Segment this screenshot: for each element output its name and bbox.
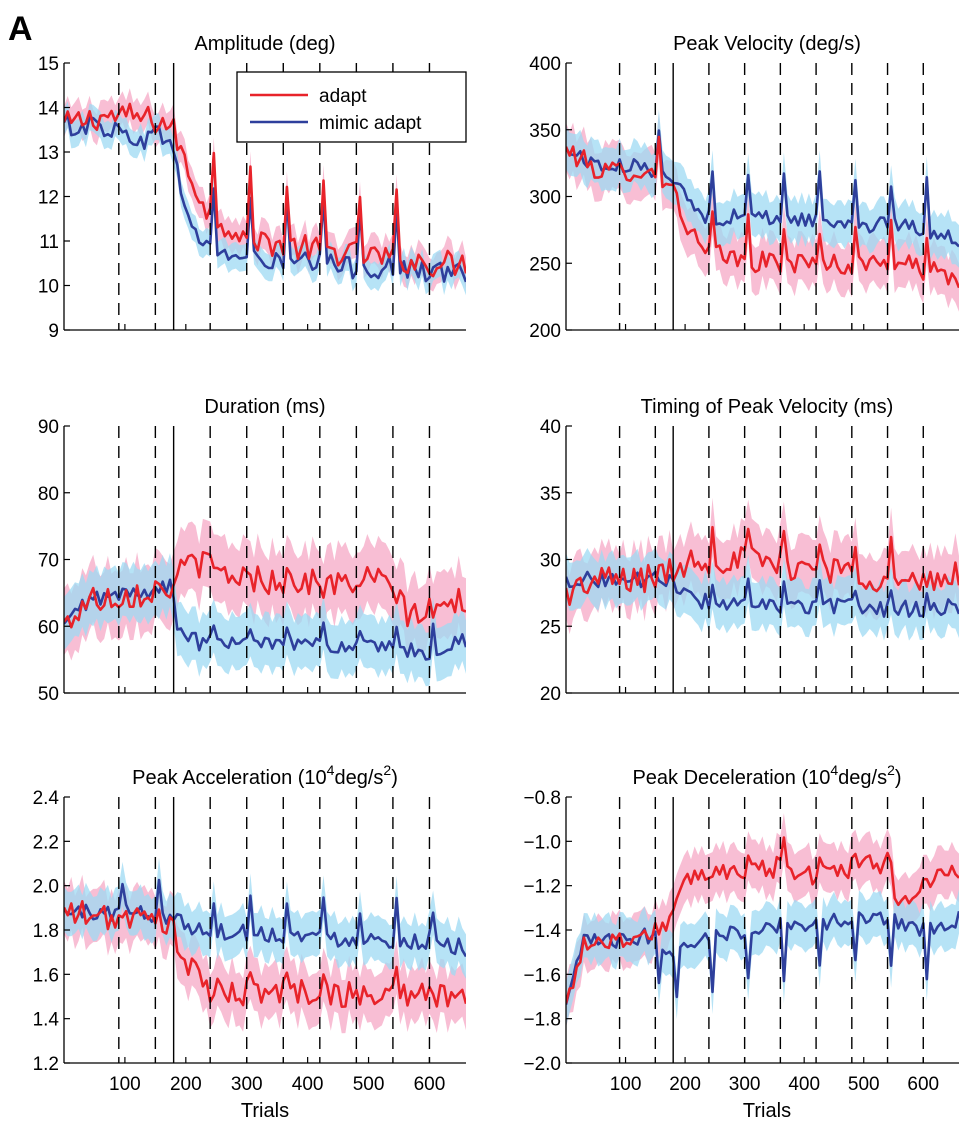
chart-amplitude: 9 10 11 12 13 14 15 Amplitude (deg) adapt mimic a… bbox=[38, 33, 467, 342]
plot-area bbox=[64, 857, 466, 1034]
series-line-adapt bbox=[64, 102, 466, 278]
series-line-mimic-adapt bbox=[64, 578, 466, 661]
chart-duration: 50 60 70 80 90 Duration (ms) bbox=[38, 396, 466, 705]
panel-letter: A bbox=[8, 10, 33, 48]
plot-area bbox=[64, 88, 466, 296]
y-tick-label: 70 bbox=[38, 551, 59, 572]
x-tick-label: 200 bbox=[170, 1074, 202, 1095]
y-tick-label: 40 bbox=[540, 417, 561, 438]
y-tick-label: 60 bbox=[38, 617, 59, 638]
y-tick-label: 13 bbox=[38, 143, 59, 164]
y-tick-label: 250 bbox=[529, 254, 561, 275]
y-tick-label: 1.8 bbox=[33, 921, 59, 942]
chart-title: Peak Velocity (deg/s) bbox=[673, 33, 861, 55]
x-tick-label: 100 bbox=[610, 1074, 642, 1095]
y-tick-label: 20 bbox=[540, 684, 561, 705]
chart-peak_deceleration: −2.0 −1.8 −1.6 −1.4 −1.2 −1.0 −0.8 100 200 300 400… bbox=[523, 762, 959, 1122]
chart-title: Peak Deceleration (104deg/s2) bbox=[632, 762, 901, 789]
y-tick-label: 300 bbox=[529, 188, 561, 209]
y-tick-label: 10 bbox=[38, 277, 59, 298]
sem-band-mimic-adapt bbox=[566, 889, 959, 1027]
y-tick-label: −1.8 bbox=[523, 1010, 561, 1031]
plot-area bbox=[566, 109, 959, 312]
y-tick-label: 400 bbox=[529, 54, 561, 75]
series-line-adapt bbox=[566, 135, 959, 289]
panels: 9 10 11 12 13 14 15 Amplitude (deg) adapt mimic a… bbox=[33, 33, 959, 1122]
chart-title: Duration (ms) bbox=[204, 396, 325, 418]
y-tick-label: 2.0 bbox=[33, 877, 59, 898]
y-tick-label: 2.4 bbox=[33, 788, 60, 809]
y-tick-label: −1.2 bbox=[523, 877, 561, 898]
y-tick-label: 25 bbox=[540, 617, 561, 638]
plot-area bbox=[64, 518, 466, 687]
y-tick-label: 50 bbox=[38, 684, 59, 705]
y-tick-label: −1.0 bbox=[523, 832, 561, 853]
series-line-adapt bbox=[566, 525, 959, 607]
y-tick-label: 9 bbox=[48, 321, 59, 342]
y-tick-label: −1.4 bbox=[523, 921, 561, 942]
y-tick-label: 14 bbox=[38, 99, 60, 120]
chart-timing_peak_velocity: 20 25 30 35 40 Timing of Peak Velocity (ms) bbox=[540, 396, 959, 705]
sem-band-mimic-adapt bbox=[64, 857, 466, 979]
legend-label: adapt bbox=[319, 86, 367, 107]
series-line-adapt bbox=[64, 899, 466, 1009]
y-tick-label: −0.8 bbox=[523, 788, 561, 809]
x-tick-label: 600 bbox=[907, 1074, 939, 1095]
chart-peak_velocity: 200 250 300 350 400 Peak Velocity (deg/s) bbox=[529, 33, 959, 342]
chart-title: Peak Acceleration (104deg/s2) bbox=[132, 762, 398, 789]
y-tick-label: 11 bbox=[39, 232, 59, 253]
x-tick-label: 300 bbox=[231, 1074, 263, 1095]
y-tick-label: 1.2 bbox=[33, 1054, 59, 1075]
x-axis-label: Trials bbox=[743, 1100, 791, 1122]
chart-title: Amplitude (deg) bbox=[194, 33, 335, 55]
plot-area bbox=[566, 497, 959, 641]
x-tick-label: 300 bbox=[729, 1074, 761, 1095]
series-line-mimic-adapt bbox=[64, 878, 466, 958]
series-line-adapt bbox=[566, 836, 959, 1004]
x-tick-label: 200 bbox=[669, 1074, 701, 1095]
chart-title: Timing of Peak Velocity (ms) bbox=[641, 396, 894, 418]
x-tick-label: 500 bbox=[353, 1074, 385, 1095]
legend-box bbox=[236, 71, 467, 143]
y-tick-label: 12 bbox=[38, 188, 59, 209]
series-line-adapt bbox=[64, 550, 466, 629]
x-tick-label: 600 bbox=[414, 1074, 446, 1095]
x-tick-label: 500 bbox=[848, 1074, 880, 1095]
y-tick-label: 30 bbox=[540, 551, 561, 572]
x-tick-label: 400 bbox=[292, 1074, 324, 1095]
x-axis-label: Trials bbox=[241, 1100, 289, 1122]
series-line-mimic-adapt bbox=[566, 129, 959, 248]
sem-band-adapt bbox=[566, 813, 959, 1028]
y-tick-label: −2.0 bbox=[523, 1054, 561, 1075]
chart-peak_acceleration: 1.2 1.4 1.6 1.8 2.0 2.2 2.4 100 200 300 400 500 600 P… bbox=[33, 762, 466, 1122]
plot-area bbox=[566, 813, 959, 1028]
y-tick-label: 1.4 bbox=[33, 1010, 60, 1031]
y-tick-label: 1.6 bbox=[33, 965, 59, 986]
x-tick-label: 400 bbox=[788, 1074, 820, 1095]
y-tick-label: 200 bbox=[529, 321, 561, 342]
sem-band-mimic-adapt bbox=[64, 101, 466, 296]
y-tick-label: −1.6 bbox=[523, 965, 561, 986]
y-tick-label: 35 bbox=[540, 484, 561, 505]
y-tick-label: 2.2 bbox=[33, 832, 59, 853]
x-tick-label: 100 bbox=[109, 1074, 141, 1095]
y-tick-label: 350 bbox=[529, 121, 561, 142]
legend-label: mimic adapt bbox=[319, 113, 422, 134]
y-tick-label: 15 bbox=[38, 54, 59, 75]
legend: adapt mimic adapt bbox=[236, 71, 467, 143]
sem-band-mimic-adapt bbox=[566, 109, 959, 268]
y-tick-label: 90 bbox=[38, 417, 59, 438]
y-tick-label: 80 bbox=[38, 484, 59, 505]
